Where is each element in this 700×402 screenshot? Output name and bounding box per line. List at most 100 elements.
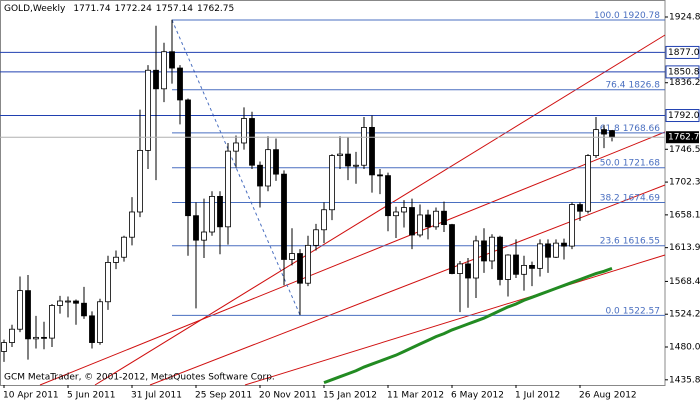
candle-body (97, 301, 103, 343)
candle-body (497, 236, 503, 280)
candle-body (553, 242, 559, 258)
last-open: 1771.74 (73, 4, 110, 14)
y-tick-label: 1746.50 (669, 145, 700, 155)
x-tick-label: 31 Jul 2011 (131, 391, 182, 401)
candle-body (225, 150, 231, 228)
price-level-label: 1850.81 (668, 67, 700, 77)
candle-body (369, 126, 375, 176)
candle-body (385, 175, 391, 217)
candle-body (177, 67, 183, 101)
trend-line (149, 184, 666, 386)
candle-body (337, 153, 343, 156)
candle-body (161, 51, 167, 90)
candle-body (361, 126, 367, 166)
candle-body (353, 164, 359, 167)
moving-average (323, 266, 613, 385)
trend-line (244, 254, 666, 386)
candle-body (321, 209, 327, 231)
candle-body (465, 263, 471, 279)
last-close: 1762.75 (197, 4, 234, 14)
candle-body (529, 264, 535, 269)
last-high: 1772.24 (115, 4, 152, 14)
price-level-box (665, 65, 700, 79)
candle-body (345, 153, 351, 167)
trend-line (94, 34, 666, 386)
candle-body (329, 155, 335, 211)
candle-body (73, 300, 79, 304)
y-tick-label: 1836.20 (669, 78, 700, 88)
candle-body (545, 243, 551, 258)
fib-ratio: 76.4 (605, 80, 625, 90)
y-tick-label: 1613.90 (669, 243, 700, 253)
x-tick-label: 11 Mar 2012 (387, 391, 444, 401)
fib-label: 100.0 1920.78 (594, 10, 660, 20)
candle-body (249, 118, 255, 166)
fib-price: 1920.78 (623, 10, 660, 20)
last-low: 1757.14 (156, 4, 193, 14)
candle-body (401, 207, 407, 213)
candle-body (441, 210, 447, 225)
candle-body (313, 229, 319, 246)
candle-body (585, 155, 591, 212)
candle-body (537, 243, 543, 269)
candle-body (577, 204, 583, 212)
fib-price: 1674.69 (623, 193, 660, 203)
fib-ratio: 50.0 (600, 158, 620, 168)
candle-body (417, 214, 423, 236)
fib-label: 50.0 1721.68 (600, 158, 661, 168)
candle-body (153, 69, 159, 90)
candle-body (569, 204, 575, 247)
candle-body (57, 300, 63, 306)
fib-price: 1721.68 (623, 158, 660, 168)
candle-body (121, 236, 127, 258)
candle-body (305, 244, 311, 284)
fib-ratio: 38.2 (600, 193, 620, 203)
fib-label: 61.8 1768.66 (600, 123, 661, 133)
candle-body (473, 240, 479, 279)
y-tick-label: 1658.10 (669, 210, 700, 220)
candle-body (377, 174, 383, 177)
candle-body (289, 253, 295, 260)
candle-body (105, 262, 111, 303)
candle-body (81, 302, 87, 317)
x-tick-label: 1 Jul 2012 (515, 391, 560, 401)
y-tick-label: 1568.40 (669, 277, 700, 287)
y-tick-label: 1435.80 (669, 375, 700, 385)
fib-ratio: 100.0 (594, 10, 620, 20)
candle-body (233, 142, 239, 152)
x-tick-label: 20 Nov 2011 (259, 391, 317, 401)
fib-price: 1826.8 (629, 80, 661, 90)
fib-label: 38.2 1674.69 (600, 193, 661, 203)
y-tick-label: 1924.80 (669, 12, 700, 22)
price-level-box (665, 45, 700, 59)
candle-body (513, 254, 519, 275)
price-level-box (665, 109, 700, 123)
candle-body (481, 240, 487, 262)
candle-body (201, 231, 207, 241)
candle-body (41, 336, 47, 339)
x-tick-label: 26 Aug 2012 (579, 391, 637, 401)
candle-body (217, 195, 223, 228)
candle-body (505, 254, 511, 280)
current-price-box (666, 131, 699, 144)
candle-body (185, 99, 191, 217)
footnote: GCM MetaTrader, © 2001-2012, MetaQuotes … (4, 373, 275, 383)
candle-body (593, 129, 599, 156)
candle-body (129, 211, 135, 238)
y-tick-label: 1702.30 (669, 178, 700, 188)
candle-body (65, 300, 71, 303)
trend-line (39, 131, 666, 386)
candle-body (1, 342, 7, 352)
candle-body (169, 51, 175, 69)
fib-label: 0.0 1522.57 (605, 306, 660, 316)
candle-body (425, 214, 431, 228)
fib-label: 76.4 1826.8 (605, 80, 660, 90)
price-level-label: 1792.00 (668, 111, 700, 121)
candle-body (209, 195, 215, 233)
fib-label: 23.6 1616.55 (600, 236, 660, 246)
candle-body (265, 149, 271, 187)
candle-body (457, 263, 463, 274)
candle-body (25, 290, 31, 340)
fib-price: 1768.66 (623, 123, 660, 133)
